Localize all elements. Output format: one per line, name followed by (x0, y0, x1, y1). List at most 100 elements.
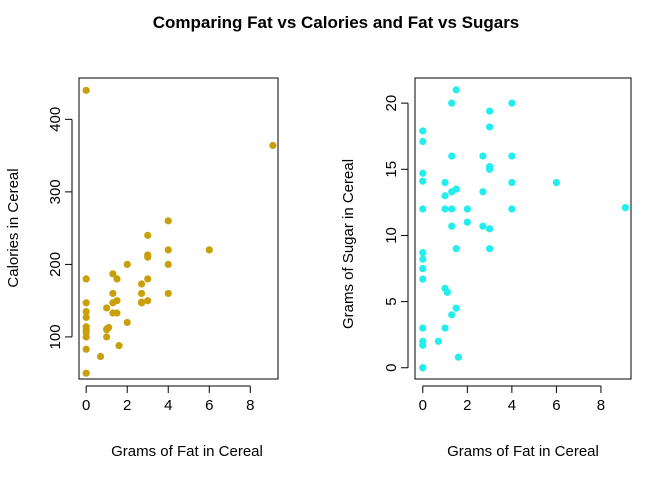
figure-title: Comparing Fat vs Calories and Fat vs Sug… (153, 13, 520, 32)
calories-y-tick-label: 200 (47, 252, 64, 277)
sugars-y-tick-label: 0 (383, 364, 400, 372)
sugars-data-point (452, 304, 460, 312)
sugars-data-point (419, 324, 427, 332)
calories-data-point (137, 299, 146, 307)
sugars-data-point (441, 324, 449, 332)
sugars-points (419, 86, 630, 372)
sugars-data-point (479, 222, 487, 230)
calories-data-point (82, 275, 90, 283)
sugars-data-point (448, 311, 456, 319)
sugars-x-tick-label: 0 (419, 397, 427, 414)
calories-y-tick-label: 100 (47, 324, 64, 349)
sugars-data-point (508, 205, 516, 213)
calories-data-point (103, 333, 111, 341)
calories-axes: 0 2 4 6 8 100 200 300 400 (47, 107, 254, 414)
sugars-data-point (452, 185, 460, 193)
sugars-data-point (448, 99, 456, 107)
sugars-data-point (419, 137, 427, 146)
calories-data-point (123, 260, 131, 269)
calories-data-point (113, 275, 121, 283)
sugars-data-point (419, 177, 427, 185)
calories-data-point (96, 352, 105, 361)
sugars-x-tick-label: 2 (463, 397, 471, 414)
calories-data-point (113, 309, 121, 317)
calories-data-point (109, 289, 117, 298)
sugars-y-axis-label: Grams of Sugar in Cereal (340, 159, 357, 329)
sugars-data-point (621, 204, 630, 212)
sugars-data-point (448, 222, 456, 230)
sugars-data-point (419, 255, 427, 263)
calories-data-point (82, 369, 90, 377)
sugars-panel: 0 2 4 6 8 0 5 10 15 20 Grams of Fat in Cereal Gra… (340, 77, 632, 460)
calories-y-tick-label: 400 (47, 107, 64, 132)
sugars-data-point (441, 205, 449, 213)
sugars-data-point (479, 152, 487, 160)
calories-data-point (82, 333, 90, 341)
calories-x-tick-label: 8 (246, 397, 254, 414)
calories-data-point (113, 297, 121, 305)
calories-data-point (144, 253, 152, 261)
sugars-data-point (448, 152, 456, 160)
sugars-data-point (485, 245, 494, 253)
sugars-x-tick-label: 6 (552, 397, 560, 414)
calories-data-point (269, 141, 277, 150)
sugars-data-point (419, 205, 427, 213)
calories-data-point (164, 289, 172, 298)
sugars-data-point (485, 123, 494, 131)
calories-plot-frame (78, 77, 279, 380)
sugars-data-point (508, 178, 516, 187)
sugars-data-point (479, 188, 487, 196)
sugars-data-point (419, 249, 427, 257)
sugars-data-point (454, 353, 463, 361)
sugars-data-point (452, 86, 460, 94)
sugars-data-point (552, 178, 561, 187)
calories-data-point (164, 246, 172, 254)
calories-panel: 0 2 4 6 8 100 200 300 400 Grams of Fat in Cereal… (5, 77, 279, 460)
sugars-data-point (419, 127, 427, 135)
sugars-data-point (485, 225, 494, 233)
sugars-x-axis-label: Grams of Fat in Cereal (447, 443, 599, 460)
calories-data-point (82, 86, 90, 94)
sugars-data-point (434, 337, 442, 345)
sugars-data-point (441, 178, 449, 187)
sugars-y-tick-label: 5 (383, 297, 400, 305)
calories-y-tick-label: 300 (47, 179, 64, 204)
sugars-y-tick-label: 20 (383, 95, 400, 112)
calories-data-point (105, 323, 113, 332)
calories-data-point (144, 297, 152, 305)
sugars-axes: 0 2 4 6 8 0 5 10 15 20 (383, 95, 605, 414)
sugars-data-point (419, 364, 427, 372)
calories-data-point (164, 217, 172, 225)
calories-data-point (82, 313, 90, 321)
sugars-data-point (485, 107, 494, 115)
calories-x-tick-label: 0 (82, 397, 90, 414)
sugars-x-tick-label: 4 (508, 397, 516, 414)
sugars-data-point (463, 218, 471, 226)
sugars-x-tick-label: 8 (597, 397, 605, 414)
sugars-plot-frame (414, 77, 632, 380)
sugars-data-point (485, 165, 494, 173)
calories-data-point (103, 304, 111, 312)
sugars-data-point (419, 264, 427, 273)
sugars-data-point (419, 275, 427, 283)
calories-x-tick-label: 6 (205, 397, 213, 414)
calories-data-point (82, 307, 90, 316)
sugars-data-point (508, 152, 516, 160)
calories-data-point (82, 299, 90, 307)
sugars-data-point (452, 245, 460, 253)
sugars-data-point (448, 205, 456, 213)
calories-data-point (137, 289, 146, 298)
calories-data-point (82, 345, 90, 353)
calories-data-point (115, 342, 123, 350)
calories-y-axis-label: Calories in Cereal (5, 168, 22, 287)
sugars-data-point (443, 288, 451, 296)
calories-data-point (123, 318, 131, 327)
sugars-y-tick-label: 10 (383, 227, 400, 244)
calories-data-point (144, 231, 152, 239)
calories-data-point (164, 260, 172, 269)
calories-data-point (205, 246, 213, 254)
sugars-data-point (419, 169, 427, 177)
sugars-data-point (463, 205, 471, 213)
calories-x-tick-label: 4 (164, 397, 172, 414)
